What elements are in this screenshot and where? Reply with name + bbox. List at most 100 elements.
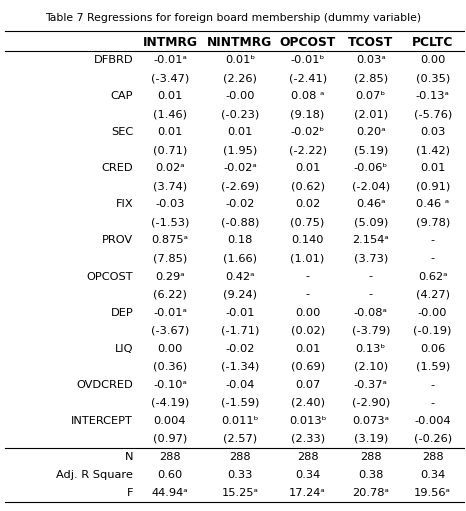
Text: LIQ: LIQ [115,343,133,354]
Text: 0.013ᵇ: 0.013ᵇ [289,416,326,426]
Text: 0.29ᵃ: 0.29ᵃ [155,271,185,282]
Text: (-2.04): (-2.04) [352,181,390,192]
Text: 20.78ᵃ: 20.78ᵃ [352,488,389,498]
Text: 0.38: 0.38 [358,470,384,480]
Text: 0.01: 0.01 [295,343,320,354]
Text: -0.02ᵇ: -0.02ᵇ [290,127,325,137]
Text: (5.19): (5.19) [354,145,388,155]
Text: -0.13ᵃ: -0.13ᵃ [416,91,450,101]
Text: (2.26): (2.26) [223,73,257,83]
Text: PCLTC: PCLTC [412,36,453,49]
Text: -0.10ᵃ: -0.10ᵃ [153,380,187,390]
Text: -0.06ᵇ: -0.06ᵇ [354,164,388,173]
Text: -0.00: -0.00 [225,91,254,101]
Text: -0.08ᵃ: -0.08ᵃ [354,308,388,317]
Text: (3.19): (3.19) [354,434,388,444]
Text: 0.875ᵃ: 0.875ᵃ [151,236,188,245]
Text: (3.73): (3.73) [354,253,388,264]
Text: -0.00: -0.00 [418,308,447,317]
Text: (0.71): (0.71) [153,145,187,155]
Text: (2.40): (2.40) [291,398,325,408]
Text: 288: 288 [297,452,318,462]
Text: -: - [431,398,435,408]
Text: 0.01: 0.01 [157,91,183,101]
Text: 0.00: 0.00 [420,55,445,65]
Text: -0.04: -0.04 [225,380,254,390]
Text: (9.78): (9.78) [416,218,450,227]
Text: (-1.59): (-1.59) [221,398,259,408]
Text: (9.18): (9.18) [290,109,325,119]
Text: (-1.34): (-1.34) [221,362,259,371]
Text: (1.01): (1.01) [290,253,325,264]
Text: (-3.47): (-3.47) [151,73,189,83]
Text: Adj. R Square: Adj. R Square [56,470,133,480]
Text: -0.01ᵇ: -0.01ᵇ [290,55,325,65]
Text: CAP: CAP [110,91,133,101]
Text: 0.33: 0.33 [227,470,253,480]
Text: (9.24): (9.24) [223,290,257,299]
Text: 0.01: 0.01 [295,164,320,173]
Text: (1.95): (1.95) [223,145,257,155]
Text: (6.22): (6.22) [153,290,187,299]
Text: (0.91): (0.91) [416,181,450,192]
Text: (-0.19): (-0.19) [413,326,452,336]
Text: (-2.90): (-2.90) [351,398,390,408]
Text: (3.74): (3.74) [153,181,187,192]
Text: 17.24ᵃ: 17.24ᵃ [289,488,326,498]
Text: 0.00: 0.00 [295,308,320,317]
Text: (4.27): (4.27) [416,290,450,299]
Text: 0.140: 0.140 [291,236,324,245]
Text: (1.42): (1.42) [416,145,450,155]
Text: 0.20ᵃ: 0.20ᵃ [356,127,385,137]
Text: 288: 288 [229,452,251,462]
Text: 0.18: 0.18 [227,236,253,245]
Text: 0.34: 0.34 [295,470,320,480]
Text: 0.08 ᵃ: 0.08 ᵃ [291,91,324,101]
Text: 15.25ᵃ: 15.25ᵃ [221,488,258,498]
Text: PROV: PROV [102,236,133,245]
Text: -: - [306,290,310,299]
Text: -0.02: -0.02 [225,343,254,354]
Text: 0.42ᵃ: 0.42ᵃ [225,271,254,282]
Text: -0.01ᵃ: -0.01ᵃ [153,308,187,317]
Text: -0.37ᵃ: -0.37ᵃ [354,380,388,390]
Text: (0.97): (0.97) [153,434,187,444]
Text: -0.01ᵃ: -0.01ᵃ [153,55,187,65]
Text: -: - [369,271,373,282]
Text: -0.004: -0.004 [414,416,451,426]
Text: (0.02): (0.02) [290,326,325,336]
Text: (1.59): (1.59) [416,362,450,371]
Text: INTERCEPT: INTERCEPT [71,416,133,426]
Text: -: - [431,236,435,245]
Text: (-2.22): (-2.22) [288,145,327,155]
Text: (-2.69): (-2.69) [221,181,259,192]
Text: 0.004: 0.004 [154,416,186,426]
Text: 0.07: 0.07 [295,380,320,390]
Text: (1.46): (1.46) [153,109,187,119]
Text: 0.03ᵃ: 0.03ᵃ [356,55,385,65]
Text: (7.85): (7.85) [153,253,187,264]
Text: OPCOST: OPCOST [87,271,133,282]
Text: 0.46 ᵃ: 0.46 ᵃ [416,199,449,210]
Text: 0.46ᵃ: 0.46ᵃ [356,199,385,210]
Text: Table 7 Regressions for foreign board membership (dummy variable): Table 7 Regressions for foreign board me… [45,13,421,24]
Text: OPCOST: OPCOST [280,36,336,49]
Text: (0.35): (0.35) [416,73,450,83]
Text: -0.02ᵃ: -0.02ᵃ [223,164,257,173]
Text: TCOST: TCOST [348,36,393,49]
Text: 0.07ᵇ: 0.07ᵇ [356,91,386,101]
Text: (-0.23): (-0.23) [221,109,259,119]
Text: (0.36): (0.36) [153,362,187,371]
Text: (2.01): (2.01) [354,109,388,119]
Text: OVDCRED: OVDCRED [76,380,133,390]
Text: 0.01: 0.01 [227,127,253,137]
Text: (-1.71): (-1.71) [221,326,259,336]
Text: (-0.26): (-0.26) [414,434,452,444]
Text: (5.09): (5.09) [354,218,388,227]
Text: 0.03: 0.03 [420,127,445,137]
Text: (0.62): (0.62) [291,181,325,192]
Text: SEC: SEC [111,127,133,137]
Text: 0.02ᵃ: 0.02ᵃ [155,164,185,173]
Text: 44.94ᵃ: 44.94ᵃ [151,488,188,498]
Text: (2.57): (2.57) [223,434,257,444]
